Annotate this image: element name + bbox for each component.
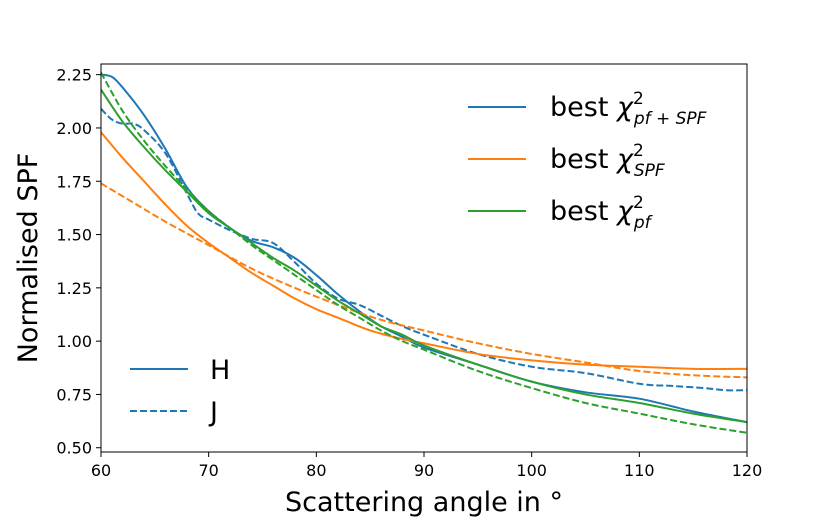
x-tick-label: 90 [414,461,434,480]
legend-model-label-0: best χ2 pf + SPF [550,89,707,129]
y-tick-label: 2.25 [56,66,92,85]
series-line-1 [101,108,747,392]
x-tick-label: 110 [624,461,655,480]
legend-band-label-0: H [210,355,230,386]
series-line-4 [101,89,747,424]
series-layer [101,72,747,434]
legend-model-label-1: best χ2 SPF [550,141,665,181]
legend-models: best χ2 pf + SPF best χ2 SPF best χ2 pf [468,89,707,233]
ticks-layer: 60 70 80 90 100 110 120 0.50 0.75 1.00 1.25 1.50 1.7… [56,66,762,480]
legend-band-label-1: J [208,397,218,428]
y-tick-label: 0.75 [56,385,92,404]
y-tick-label: 1.50 [56,226,92,245]
series-line-3 [101,182,747,379]
x-tick-label: 60 [91,461,111,480]
y-tick-label: 2.00 [56,119,92,138]
y-tick-label: 1.25 [56,279,92,298]
y-tick-label: 0.50 [56,439,92,458]
y-axis-label: Normalised SPF [13,153,44,364]
series-line-5 [101,72,747,434]
plot-area [101,64,747,452]
x-tick-label: 80 [306,461,326,480]
legend-bands: HJ [130,355,230,428]
x-axis-label: Scattering angle in ° [285,487,563,518]
x-tick-label: 120 [732,461,763,480]
x-tick-label: 70 [198,461,218,480]
x-tick-label: 100 [516,461,547,480]
legend-model-label-2: best χ2 pf [550,193,654,233]
series-line-2 [101,131,747,371]
y-tick-label: 1.00 [56,332,92,351]
y-tick-label: 1.75 [56,172,92,191]
